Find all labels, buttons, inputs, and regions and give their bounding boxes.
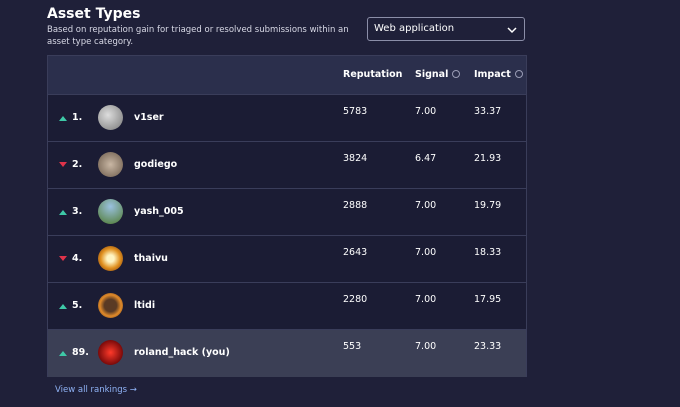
cell-value: 17.95 [474,294,502,305]
avatar [98,293,123,318]
info-icon [452,70,461,78]
rank: 3. [72,206,83,217]
cell-value: 7.00 [415,247,437,258]
rank: 2. [72,159,83,170]
cell-value: 2643 [343,247,368,258]
ranking-row[interactable]: 4. thaivu 2643 7.00 18.33 [48,235,526,282]
cell-value: 21.93 [474,153,502,164]
cell-value: 553 [343,341,362,352]
column-title: Signal [415,69,449,80]
avatar [98,105,123,130]
username: ltidi [134,300,156,311]
ranking-row[interactable]: 2. godiego 3824 6.47 21.93 [48,141,526,188]
cell-value: 2888 [343,200,368,211]
view-all-link[interactable]: View all rankings → [55,385,137,395]
avatar [98,199,123,224]
cell-value: 7.00 [415,294,437,305]
avatar [98,340,123,365]
avatar [98,246,123,271]
cell-value: 6.47 [415,153,437,164]
cell-value: 7.00 [415,200,437,211]
table-header: Reputation Signal Impact [48,56,526,94]
username: thaivu [134,253,168,264]
column-header: Signal [415,69,461,80]
cell-value: 5783 [343,106,368,117]
cell-value: 7.00 [415,341,437,352]
rank: 4. [72,253,83,264]
ranking-row[interactable]: 89. roland_hack (you) 553 7.00 23.33 [48,329,526,377]
trend-arrow [59,256,67,261]
cell-value: 23.33 [474,341,502,352]
dropdown-value: Web application [374,23,455,34]
ranking-row[interactable]: 5. ltidi 2280 7.00 17.95 [48,282,526,329]
trend-arrow [59,351,67,356]
cell-value: 3824 [343,153,368,164]
username: godiego [134,159,178,170]
trend-icon [59,162,67,167]
cell-value: 18.33 [474,247,502,258]
username: roland_hack (you) [134,347,230,358]
cell-value: 7.00 [415,106,437,117]
cell-value: 2280 [343,294,368,305]
trend-icon [59,116,67,121]
ranking-row[interactable]: 1. v1ser 5783 7.00 33.37 [48,94,526,141]
section-subtitle: Based on reputation gain for triaged or … [47,25,349,47]
rank: 89. [72,347,89,358]
trend-arrow [59,210,67,215]
chevron-icon [507,27,517,34]
rank: 1. [72,112,83,123]
trend-icon [59,256,67,261]
trend-arrow [59,162,67,167]
cell-value: 19.79 [474,200,502,211]
trend-icon [59,304,67,309]
trend-arrow [59,116,67,121]
ranking-row[interactable]: 3. yash_005 2888 7.00 19.79 [48,188,526,235]
username: v1ser [134,112,164,123]
column-header: Reputation [343,69,402,80]
cell-value: 33.37 [474,106,502,117]
column-title: Reputation [343,69,403,80]
info-icon [514,70,523,78]
section-title: Asset Types [47,6,141,22]
column-header: Impact [474,69,523,80]
rankings-table: Reputation Signal Impact 1. v1ser 5783 7.00 33… [47,55,527,377]
trend-arrow [59,304,67,309]
rank: 5. [72,300,83,311]
trend-icon [59,210,67,215]
avatar [98,152,123,177]
column-title: Impact [474,69,511,80]
username: yash_005 [134,206,184,217]
asset-type-dropdown[interactable]: Web application [367,17,525,41]
trend-icon [59,351,67,356]
